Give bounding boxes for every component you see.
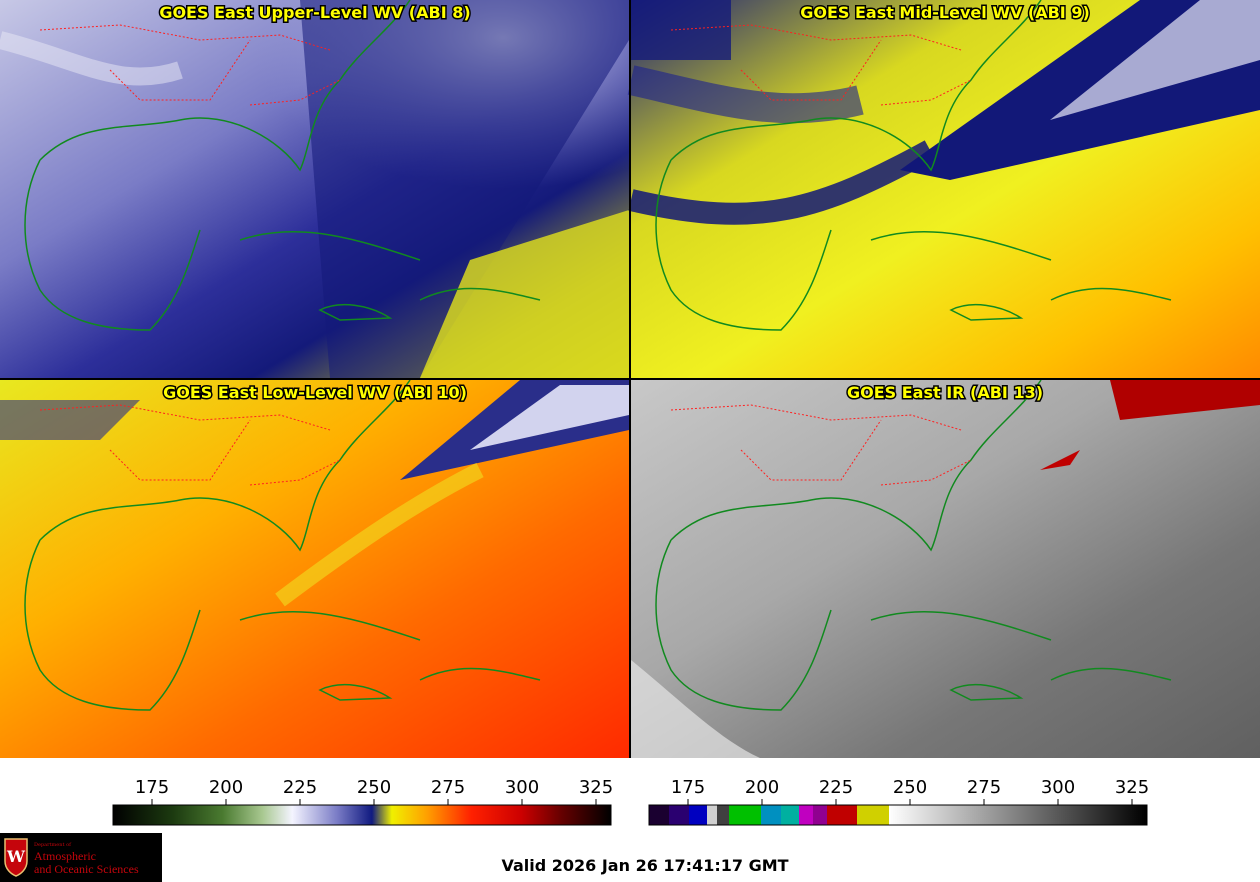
wv-tick-label: 325 xyxy=(579,777,613,798)
coastlines xyxy=(24,0,1172,711)
coast-panel-1 xyxy=(24,0,541,331)
wv-tick-label: 300 xyxy=(505,777,539,798)
logo-line-1: Atmospheric xyxy=(34,849,96,863)
coast-panel-2 xyxy=(655,0,1172,331)
colorbar-wv: 175 200 225 250 275 300 325 xyxy=(112,777,613,826)
panel-upper-level-wv xyxy=(0,0,629,378)
valid-time: Valid 2026 Jan 26 17:41:17 GMT xyxy=(501,856,789,875)
panel-3-title: GOES East Low-Level WV (ABI 10) xyxy=(163,383,467,402)
colorbar-ir: 175 200 225 250 275 300 325 xyxy=(648,777,1149,826)
ir-tick-label: 275 xyxy=(967,777,1001,798)
panel-low-level-wv xyxy=(0,380,629,758)
ir-tick-label: 250 xyxy=(893,777,927,798)
wv-tick-label: 250 xyxy=(357,777,391,798)
panel-2-title: GOES East Mid-Level WV (ABI 9) xyxy=(800,3,1090,22)
colorbars: 175 200 225 250 275 300 325 xyxy=(112,777,1149,826)
satellite-panels: GOES East Upper-Level WV (ABI 8) GOES Ea… xyxy=(0,0,1260,758)
aos-logo: W Department of Atmospheric and Oceanic … xyxy=(0,833,162,882)
ir-tick-label: 200 xyxy=(745,777,779,798)
wv-tick-label: 225 xyxy=(283,777,317,798)
coast-panel-4 xyxy=(655,379,1172,711)
panel-mid-level-wv xyxy=(627,0,1260,378)
ir-tick-label: 325 xyxy=(1115,777,1149,798)
logo-line-2: and Oceanic Sciences xyxy=(34,862,139,876)
panel-1-title: GOES East Upper-Level WV (ABI 8) xyxy=(159,3,470,22)
coast-panel-3 xyxy=(24,379,541,711)
ir-tick-label: 300 xyxy=(1041,777,1075,798)
logo-dept-text: Department of xyxy=(34,842,71,848)
panel-4-title: GOES East IR (ABI 13) xyxy=(847,383,1043,402)
ir-tick-label: 175 xyxy=(671,777,705,798)
svg-text:W: W xyxy=(6,847,26,866)
uw-crest-icon: W xyxy=(4,838,28,877)
wv-tick-label: 175 xyxy=(135,777,169,798)
wv-tick-label: 200 xyxy=(209,777,243,798)
panel-ir xyxy=(631,380,1260,758)
panels-svg: GOES East Upper-Level WV (ABI 8) GOES Ea… xyxy=(0,0,1260,758)
ir-tick-label: 225 xyxy=(819,777,853,798)
wv-tick-label: 275 xyxy=(431,777,465,798)
state-borders xyxy=(39,24,972,486)
